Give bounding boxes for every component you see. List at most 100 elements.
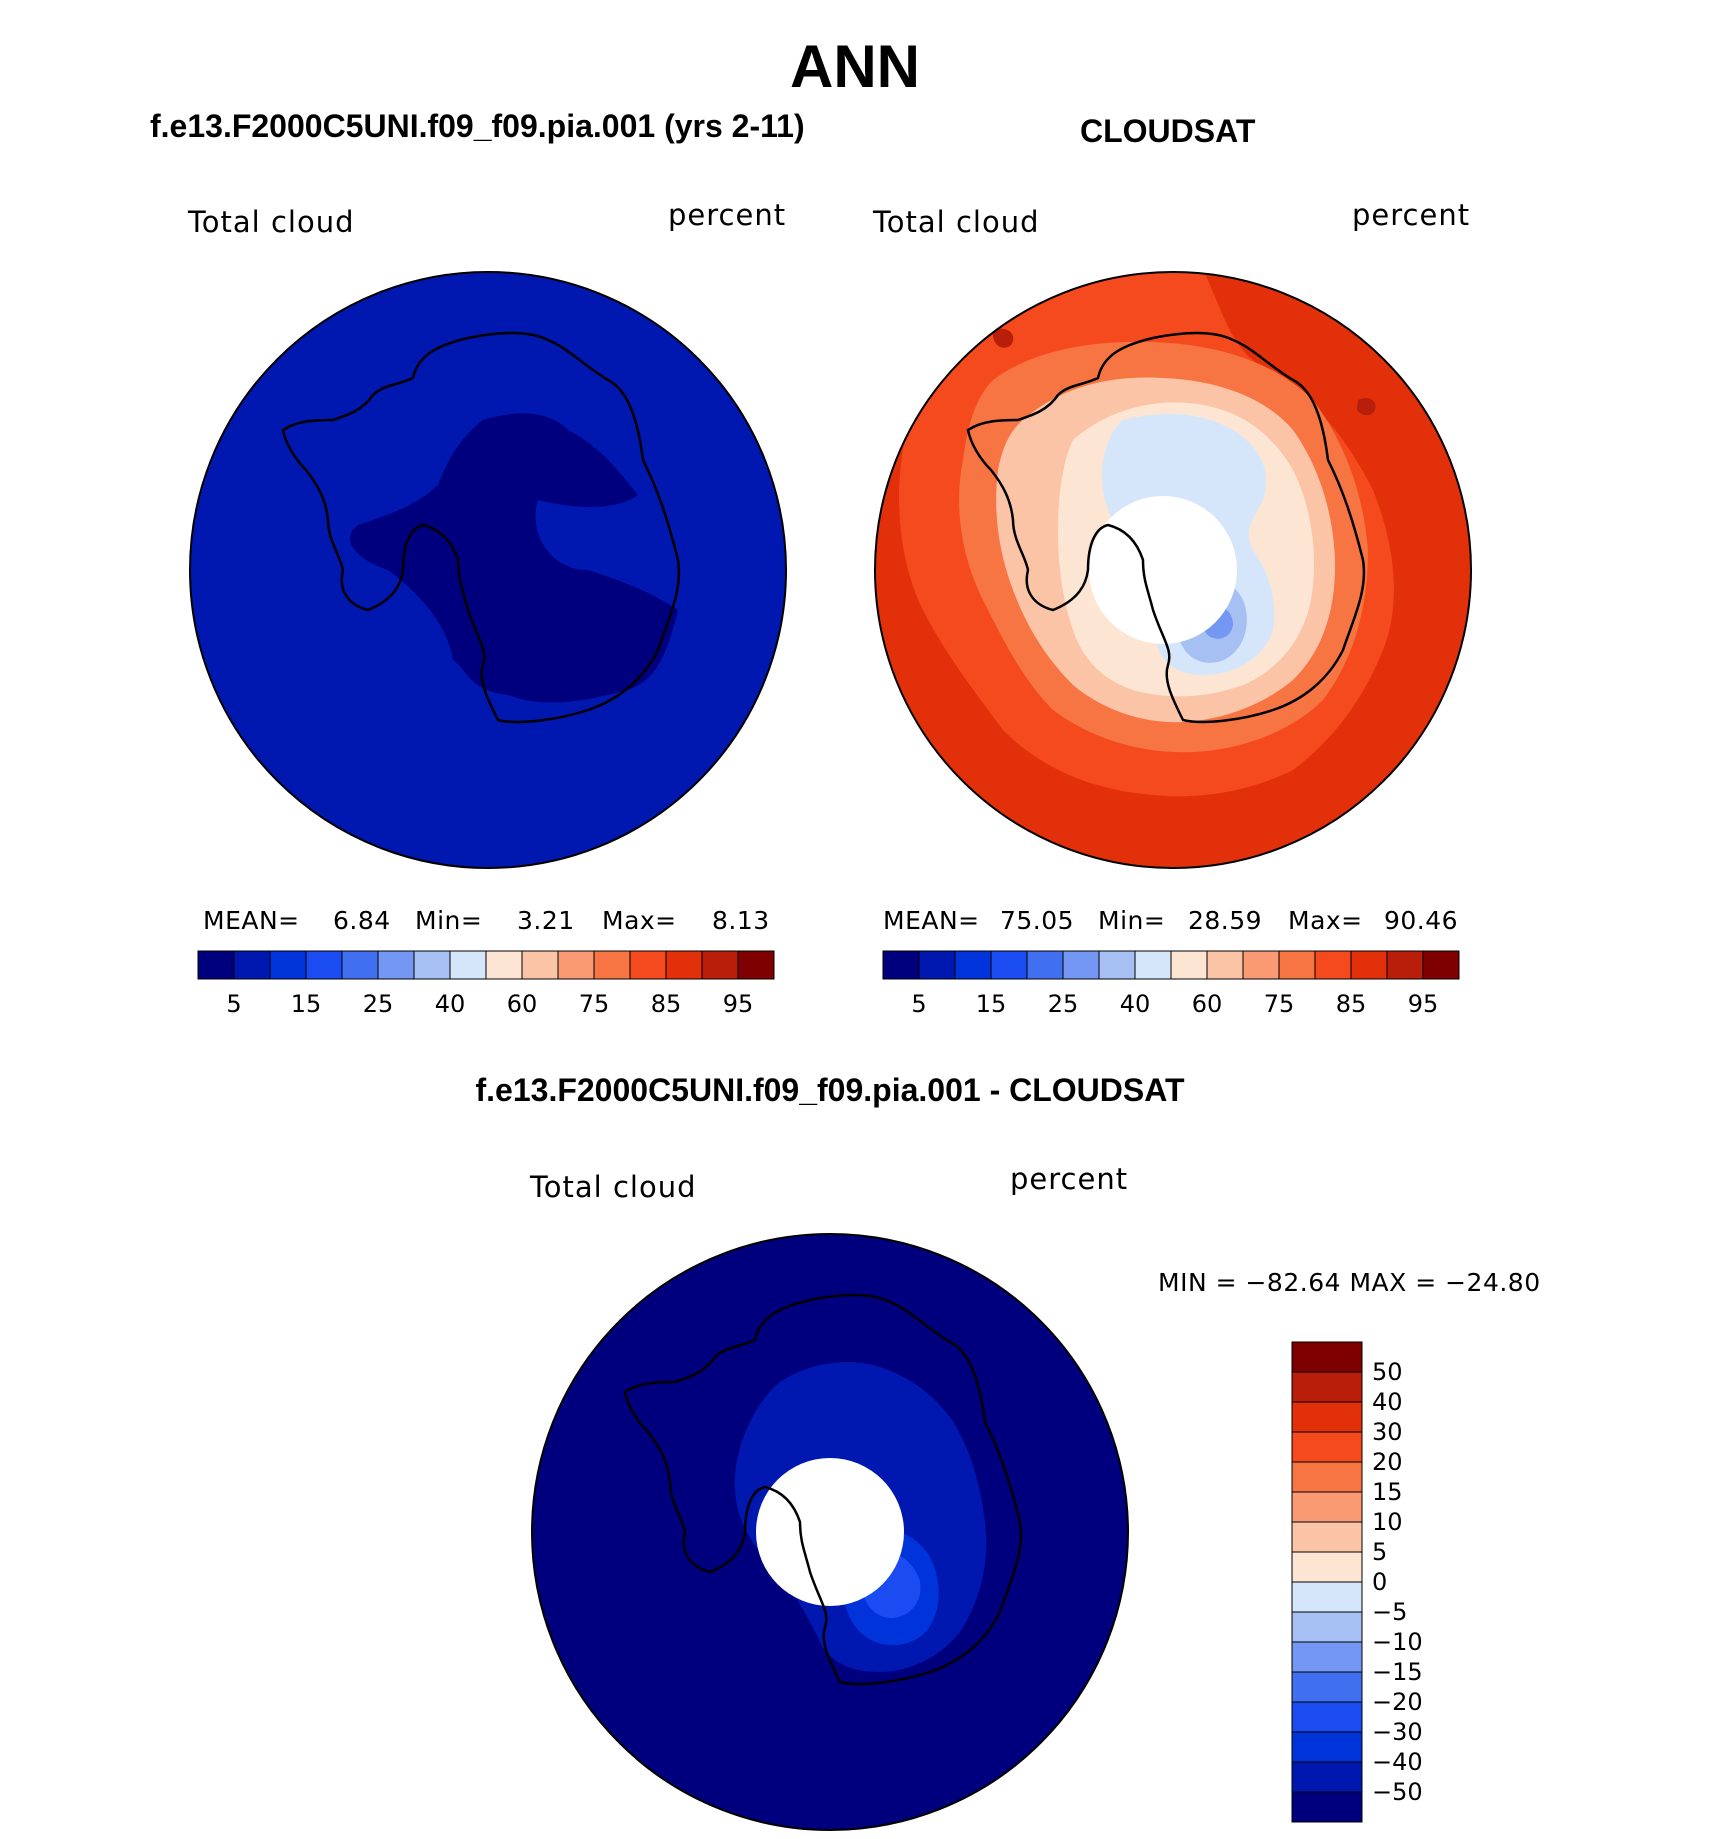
colorbar-tick-label: 85 bbox=[1335, 990, 1367, 1018]
panel2-map-frame bbox=[874, 271, 1472, 869]
panel1-max-label: Max= bbox=[602, 906, 677, 935]
panel2-coastline bbox=[966, 331, 1366, 724]
colorbar-swatch bbox=[1291, 1611, 1363, 1643]
colorbar-tick-label: −50 bbox=[1372, 1778, 1423, 1806]
colorbar-swatch bbox=[629, 950, 667, 980]
colorbar-swatch bbox=[1278, 950, 1316, 980]
panel2-hotspot bbox=[1357, 398, 1376, 416]
panel2-mean-label: MEAN= bbox=[883, 906, 980, 935]
colorbar-swatch bbox=[1291, 1731, 1363, 1763]
panel2-min-label: Min= bbox=[1098, 906, 1166, 935]
colorbar-swatch bbox=[1134, 950, 1172, 980]
colorbar-swatch bbox=[1291, 1461, 1363, 1493]
colorbar-tick-label: 40 bbox=[1119, 990, 1151, 1018]
colorbar-tick-label: 25 bbox=[362, 990, 394, 1018]
colorbar-swatch bbox=[269, 950, 307, 980]
colorbar-tick-label: −15 bbox=[1372, 1658, 1423, 1686]
panel1-right-label: percent bbox=[668, 198, 787, 232]
colorbar-tick-label: 5 bbox=[1372, 1538, 1388, 1566]
colorbar-swatch bbox=[1314, 950, 1352, 980]
colorbar-tick-label: −20 bbox=[1372, 1688, 1423, 1716]
colorbar-swatch bbox=[1291, 1341, 1363, 1373]
panel1-colorbar-ticks: 5 15 25 40 60 75 85 95 bbox=[198, 990, 774, 1020]
colorbar-swatch bbox=[1291, 1671, 1363, 1703]
panel2-colorbar bbox=[882, 950, 1460, 980]
panel3-polar-gap bbox=[756, 1458, 904, 1606]
panel1-coastline bbox=[281, 331, 681, 724]
colorbar-swatch bbox=[197, 950, 235, 980]
colorbar-swatch bbox=[737, 950, 775, 980]
colorbar-tick-label: −40 bbox=[1372, 1748, 1423, 1776]
colorbar-tick-label: 85 bbox=[650, 990, 682, 1018]
panel3-left-label: Total cloud bbox=[530, 1170, 697, 1204]
panel2-polar-gap bbox=[1089, 496, 1237, 644]
colorbar-swatch bbox=[1291, 1431, 1363, 1463]
colorbar-swatch bbox=[1291, 1791, 1363, 1823]
colorbar-swatch bbox=[413, 950, 451, 980]
panel3-map-frame bbox=[531, 1233, 1129, 1831]
panel1-mean-label: MEAN= bbox=[203, 906, 300, 935]
panel1-max-value: 8.13 bbox=[712, 906, 770, 935]
panel3-colorbar-ticks: 50 40 30 20 15 10 5 0 −5 −10 −15 −20 −30 −40 −50 bbox=[1372, 1342, 1492, 1822]
colorbar-swatch bbox=[1291, 1581, 1363, 1613]
colorbar-swatch bbox=[882, 950, 920, 980]
colorbar-tick-label: 5 bbox=[226, 990, 242, 1018]
colorbar-tick-label: 25 bbox=[1047, 990, 1079, 1018]
colorbar-swatch bbox=[990, 950, 1028, 980]
colorbar-swatch bbox=[485, 950, 523, 980]
colorbar-swatch bbox=[1291, 1521, 1363, 1553]
panel2-mean-value: 75.05 bbox=[1000, 906, 1075, 935]
colorbar-swatch bbox=[1422, 950, 1460, 980]
colorbar-tick-label: 60 bbox=[1191, 990, 1223, 1018]
panel3-right-label: percent bbox=[1010, 1162, 1129, 1196]
panel1-mean-value: 6.84 bbox=[333, 906, 391, 935]
panel1-contour-low bbox=[349, 413, 678, 703]
colorbar-tick-label: 50 bbox=[1372, 1358, 1403, 1386]
panel2-left-label: Total cloud bbox=[873, 205, 1040, 239]
colorbar-swatch bbox=[1291, 1641, 1363, 1673]
colorbar-swatch bbox=[233, 950, 271, 980]
colorbar-swatch bbox=[1291, 1401, 1363, 1433]
colorbar-tick-label: 15 bbox=[290, 990, 322, 1018]
colorbar-swatch bbox=[1026, 950, 1064, 980]
panel3-title: f.e13.F2000C5UNI.f09_f09.pia.001 - CLOUD… bbox=[475, 1072, 1185, 1108]
colorbar-tick-label: 30 bbox=[1372, 1418, 1403, 1446]
panel2-title: CLOUDSAT bbox=[1080, 113, 1256, 149]
colorbar-swatch bbox=[557, 950, 595, 980]
panel1-min-value: 3.21 bbox=[517, 906, 575, 935]
colorbar-swatch bbox=[377, 950, 415, 980]
panel2-map bbox=[874, 271, 1472, 869]
colorbar-swatch bbox=[1291, 1491, 1363, 1523]
colorbar-swatch bbox=[701, 950, 739, 980]
colorbar-tick-label: −5 bbox=[1372, 1598, 1408, 1626]
colorbar-swatch bbox=[521, 950, 559, 980]
colorbar-tick-label: 75 bbox=[578, 990, 610, 1018]
colorbar-swatch bbox=[1291, 1371, 1363, 1403]
panel3-colorbar bbox=[1291, 1341, 1363, 1823]
colorbar-swatch bbox=[305, 950, 343, 980]
panel2-max-label: Max= bbox=[1288, 906, 1363, 935]
colorbar-swatch bbox=[593, 950, 631, 980]
panel3-coastline bbox=[623, 1293, 1023, 1686]
colorbar-swatch bbox=[1242, 950, 1280, 980]
colorbar-swatch bbox=[341, 950, 379, 980]
panel1-map bbox=[189, 271, 787, 869]
colorbar-tick-label: 40 bbox=[434, 990, 466, 1018]
colorbar-tick-label: 0 bbox=[1372, 1568, 1388, 1596]
colorbar-swatch bbox=[918, 950, 956, 980]
colorbar-swatch bbox=[1206, 950, 1244, 980]
colorbar-tick-label: 15 bbox=[1372, 1478, 1403, 1506]
panel2-max-value: 90.46 bbox=[1384, 906, 1459, 935]
colorbar-tick-label: 5 bbox=[911, 990, 927, 1018]
panel1-title: f.e13.F2000C5UNI.f09_f09.pia.001 (yrs 2-… bbox=[150, 108, 805, 144]
panel1-left-label: Total cloud bbox=[188, 205, 355, 239]
colorbar-tick-label: −30 bbox=[1372, 1718, 1423, 1746]
panel2-right-label: percent bbox=[1352, 198, 1471, 232]
panel1-min-label: Min= bbox=[415, 906, 483, 935]
colorbar-tick-label: 20 bbox=[1372, 1448, 1403, 1476]
panel2-min-value: 28.59 bbox=[1188, 906, 1263, 935]
panel1-colorbar bbox=[197, 950, 775, 980]
colorbar-swatch bbox=[1291, 1701, 1363, 1733]
colorbar-swatch bbox=[1062, 950, 1100, 980]
colorbar-tick-label: −10 bbox=[1372, 1628, 1423, 1656]
